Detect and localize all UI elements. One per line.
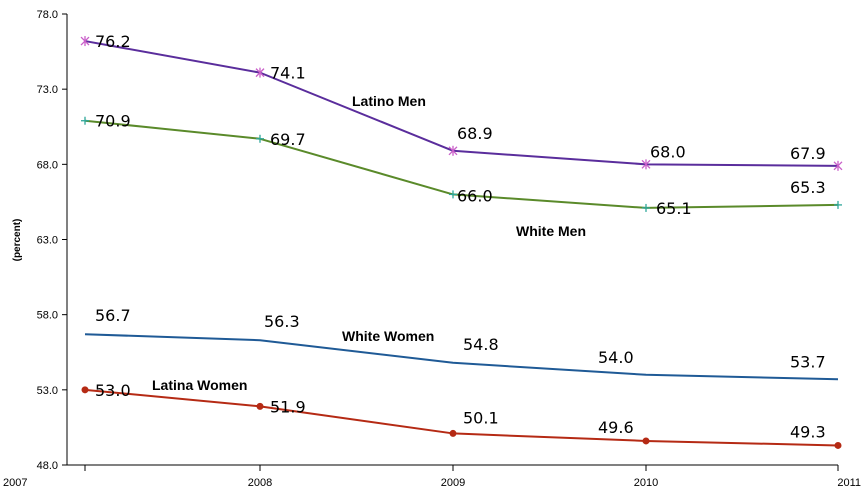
data-label: 56.7 xyxy=(95,306,131,325)
series-group xyxy=(80,36,843,449)
series-name-label: White Women xyxy=(342,328,434,344)
data-point xyxy=(449,429,457,437)
series-name-label: Latino Men xyxy=(352,93,426,109)
series-labels: Latino Men White Men White Women Latina Wom… xyxy=(152,93,586,393)
y-ticks: 48.0 53.0 58.0 63.0 68.0 73.0 78.0 xyxy=(37,9,67,472)
data-label: 74.1 xyxy=(270,64,306,83)
data-point xyxy=(834,441,842,449)
y-tick-label: 63.0 xyxy=(37,235,58,247)
data-label: 68.9 xyxy=(457,124,493,143)
data-point xyxy=(80,36,90,47)
data-label: 69.7 xyxy=(270,130,306,149)
x-tick-label: 2011 xyxy=(837,477,861,489)
y-axis-label: (percent) xyxy=(12,219,23,262)
x-tick-label: 2010 xyxy=(634,477,658,489)
data-labels: 76.2 74.1 68.9 68.0 67.9 70.9 69.7 66.0 65.1 65.3… xyxy=(95,32,826,441)
data-point xyxy=(256,134,264,143)
data-label: 49.3 xyxy=(790,422,826,441)
data-label: 76.2 xyxy=(95,32,131,51)
data-point xyxy=(449,190,457,199)
series-line-0 xyxy=(84,40,839,167)
data-point xyxy=(81,386,89,394)
data-point xyxy=(642,203,650,212)
data-point xyxy=(642,437,650,445)
data-label: 70.9 xyxy=(95,112,131,131)
x-tick-label: 2008 xyxy=(248,477,272,489)
x-tick-label: 2007 xyxy=(3,477,27,489)
data-label: 68.0 xyxy=(650,142,686,161)
data-label: 53.0 xyxy=(95,381,131,400)
data-point xyxy=(448,145,458,156)
x-tick-label: 2009 xyxy=(441,477,465,489)
y-tick-label: 78.0 xyxy=(37,9,58,21)
data-label: 53.7 xyxy=(790,352,826,371)
data-point xyxy=(641,159,651,170)
data-point xyxy=(81,116,89,125)
series-line-2 xyxy=(84,333,839,381)
data-point xyxy=(255,67,265,78)
data-label: 49.6 xyxy=(598,418,634,437)
data-label: 65.3 xyxy=(790,178,826,197)
series-name-label: Latina Women xyxy=(152,377,247,393)
axes xyxy=(66,14,838,466)
data-point xyxy=(834,200,842,209)
data-label: 51.9 xyxy=(270,397,306,416)
data-label: 67.9 xyxy=(790,144,826,163)
y-tick-label: 68.0 xyxy=(37,159,58,171)
x-ticks: 2007 2008 2009 2010 2011 xyxy=(3,465,861,489)
y-tick-label: 53.0 xyxy=(37,385,58,397)
y-tick-label: 58.0 xyxy=(37,310,58,322)
series-line-3 xyxy=(84,388,839,447)
y-tick-label: 73.0 xyxy=(37,84,58,96)
data-label: 50.1 xyxy=(463,408,499,427)
data-point xyxy=(833,160,843,171)
data-label: 65.1 xyxy=(656,199,692,218)
data-point xyxy=(256,402,264,410)
data-label: 66.0 xyxy=(457,186,493,205)
data-label: 54.0 xyxy=(598,348,634,367)
data-label: 54.8 xyxy=(463,335,499,354)
y-tick-label: 48.0 xyxy=(37,460,58,472)
data-label: 56.3 xyxy=(264,312,300,331)
series-name-label: White Men xyxy=(516,223,586,239)
